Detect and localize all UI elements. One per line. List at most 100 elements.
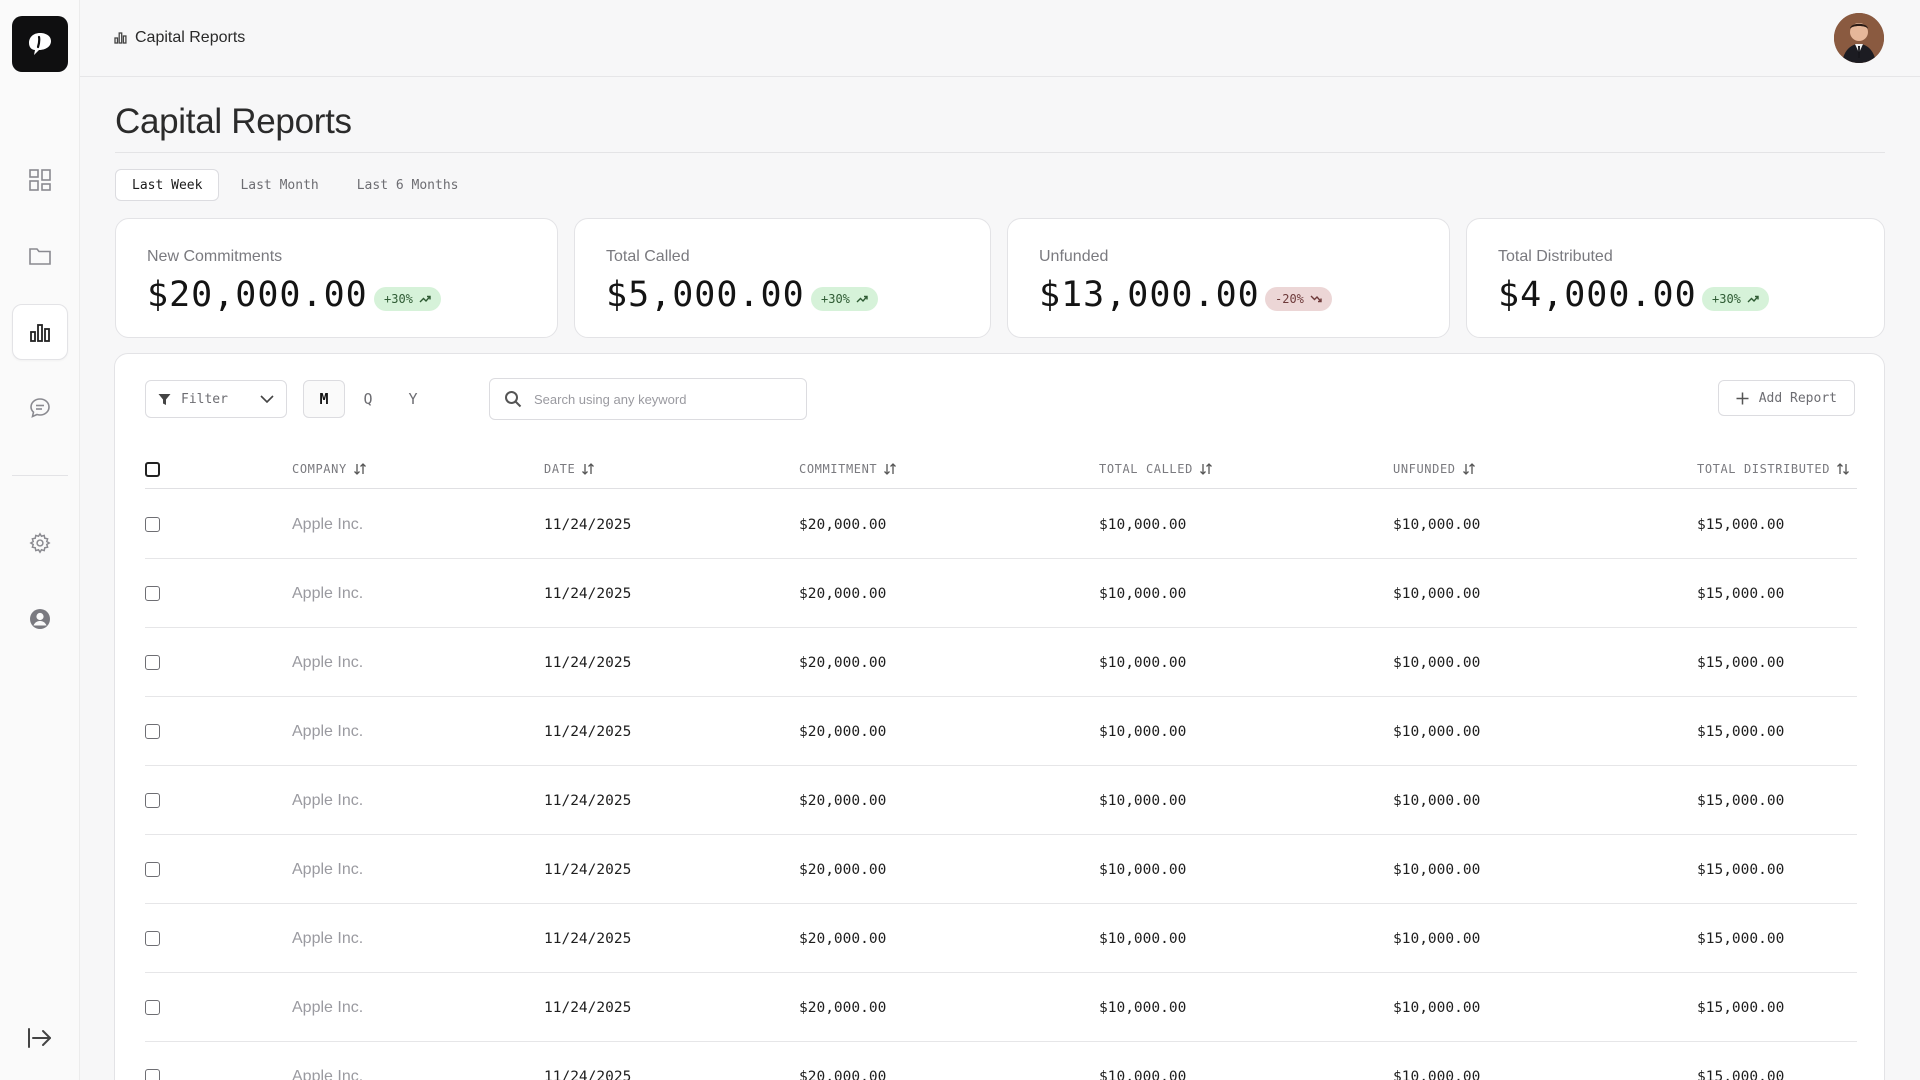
row-checkbox[interactable] — [145, 1000, 160, 1015]
period-year-button[interactable]: Y — [408, 390, 418, 408]
row-checkbox[interactable] — [145, 1069, 160, 1080]
avatar[interactable] — [1834, 13, 1884, 63]
sidebar — [0, 0, 80, 1080]
total-called-cell: $10,000.00 — [1099, 930, 1187, 947]
search-box[interactable] — [489, 378, 807, 420]
row-checkbox[interactable] — [145, 862, 160, 877]
row-checkbox[interactable] — [145, 517, 160, 532]
total-called-cell: $10,000.00 — [1099, 654, 1187, 671]
table-row[interactable]: Apple Inc. 11/24/2025 $20,000.00 $10,000… — [145, 490, 1857, 559]
table-row[interactable]: Apple Inc. 11/24/2025 $20,000.00 $10,000… — [145, 904, 1857, 973]
unfunded-cell: $10,000.00 — [1393, 792, 1481, 809]
commitment-cell: $20,000.00 — [799, 585, 887, 602]
company-cell: Apple Inc. — [292, 791, 364, 809]
company-cell: Apple Inc. — [292, 653, 364, 671]
company-cell: Apple Inc. — [292, 1067, 364, 1080]
dashboard-grid-icon — [29, 169, 51, 191]
tab-last-month[interactable]: Last Month — [240, 177, 319, 193]
badge-label: +30% — [384, 292, 413, 306]
row-checkbox[interactable] — [145, 931, 160, 946]
nav-reports[interactable] — [12, 304, 68, 360]
total-called-cell: $10,000.00 — [1099, 723, 1187, 740]
stat-badge: +30% — [374, 287, 441, 311]
add-report-button[interactable]: Add Report — [1717, 380, 1855, 416]
stat-badge: -20% — [1265, 287, 1332, 311]
date-cell: 11/24/2025 — [544, 792, 632, 809]
tab-last-6-months[interactable]: Last 6 Months — [356, 177, 459, 193]
search-input[interactable] — [534, 391, 774, 407]
column-header-total-called[interactable]: TOTAL CALLED — [1099, 449, 1213, 489]
date-cell: 11/24/2025 — [544, 654, 632, 671]
unfunded-cell: $10,000.00 — [1393, 585, 1481, 602]
column-label: COMMITMENT — [799, 462, 878, 476]
table-row[interactable]: Apple Inc. 11/24/2025 $20,000.00 $10,000… — [145, 628, 1857, 697]
table-row[interactable]: Apple Inc. 11/24/2025 $20,000.00 $10,000… — [145, 697, 1857, 766]
unfunded-cell: $10,000.00 — [1393, 723, 1481, 740]
row-checkbox[interactable] — [145, 586, 160, 601]
row-checkbox[interactable] — [145, 724, 160, 739]
unfunded-cell: $10,000.00 — [1393, 1068, 1481, 1080]
sort-arrows-icon[interactable] — [581, 463, 595, 475]
sort-arrows-icon[interactable] — [1199, 463, 1213, 475]
nav-dashboard[interactable] — [12, 152, 68, 208]
row-checkbox[interactable] — [145, 655, 160, 670]
nav-settings[interactable] — [12, 515, 68, 571]
row-checkbox[interactable] — [145, 793, 160, 808]
column-header-company[interactable]: COMPANY — [292, 449, 367, 489]
chevron-down-icon — [260, 395, 274, 403]
date-cell: 11/24/2025 — [544, 585, 632, 602]
total-distributed-cell: $15,000.00 — [1697, 999, 1785, 1016]
company-cell: Apple Inc. — [292, 929, 364, 947]
nav-collapse[interactable] — [12, 1010, 68, 1066]
total-called-cell: $10,000.00 — [1099, 999, 1187, 1016]
logo-icon[interactable] — [12, 16, 68, 72]
table-row[interactable]: Apple Inc. 11/24/2025 $20,000.00 $10,000… — [145, 973, 1857, 1042]
column-label: DATE — [544, 462, 576, 476]
column-header-total-distributed[interactable]: TOTAL DISTRIBUTED — [1697, 449, 1850, 489]
table-row[interactable]: Apple Inc. 11/24/2025 $20,000.00 $10,000… — [145, 766, 1857, 835]
select-all-checkbox[interactable] — [145, 461, 160, 477]
sort-arrows-icon[interactable] — [1836, 463, 1850, 475]
nav-documents[interactable] — [12, 228, 68, 284]
sort-arrows-icon[interactable] — [883, 463, 897, 475]
stat-card-new-commitments: New Commitments $20,000.00 +30% — [115, 218, 558, 338]
period-month-button[interactable]: M — [303, 380, 345, 418]
total-distributed-cell: $15,000.00 — [1697, 585, 1785, 602]
date-cell: 11/24/2025 — [544, 516, 632, 533]
commitment-cell: $20,000.00 — [799, 1068, 887, 1080]
stat-card-total-distributed: Total Distributed $4,000.00 +30% — [1466, 218, 1885, 338]
nav-messages[interactable] — [12, 380, 68, 436]
total-distributed-cell: $15,000.00 — [1697, 930, 1785, 947]
period-quarter-button[interactable]: Q — [363, 390, 373, 408]
filter-dropdown[interactable]: Filter — [145, 380, 287, 418]
stat-label: Total Called — [606, 248, 690, 265]
total-called-cell: $10,000.00 — [1099, 516, 1187, 533]
tab-last-week[interactable]: Last Week — [115, 169, 220, 201]
folder-icon — [29, 248, 51, 265]
collapse-arrow-icon — [28, 1028, 51, 1048]
stat-value: $5,000.00 — [606, 275, 805, 315]
commitment-cell: $20,000.00 — [799, 861, 887, 878]
breadcrumb-label: Capital Reports — [135, 29, 246, 46]
company-cell: Apple Inc. — [292, 584, 364, 602]
sort-arrows-icon[interactable] — [353, 463, 367, 475]
column-header-unfunded[interactable]: UNFUNDED — [1393, 449, 1476, 489]
nav-profile[interactable] — [12, 591, 68, 647]
total-called-cell: $10,000.00 — [1099, 585, 1187, 602]
column-header-date[interactable]: DATE — [544, 449, 595, 489]
column-label: COMPANY — [292, 462, 347, 476]
total-called-cell: $10,000.00 — [1099, 1068, 1187, 1080]
table-row[interactable]: Apple Inc. 11/24/2025 $20,000.00 $10,000… — [145, 1042, 1857, 1080]
chat-icon — [30, 398, 50, 418]
column-label: TOTAL DISTRIBUTED — [1697, 462, 1831, 476]
badge-label: -20% — [1275, 292, 1304, 306]
stat-badge: +30% — [811, 287, 878, 311]
search-icon — [505, 391, 522, 408]
unfunded-cell: $10,000.00 — [1393, 516, 1481, 533]
column-header-commitment[interactable]: COMMITMENT — [799, 449, 897, 489]
breadcrumb[interactable]: Capital Reports — [114, 29, 245, 47]
table-row[interactable]: Apple Inc. 11/24/2025 $20,000.00 $10,000… — [145, 835, 1857, 904]
settings-gear-icon — [29, 532, 51, 554]
table-row[interactable]: Apple Inc. 11/24/2025 $20,000.00 $10,000… — [145, 559, 1857, 628]
sort-arrows-icon[interactable] — [1462, 463, 1476, 475]
